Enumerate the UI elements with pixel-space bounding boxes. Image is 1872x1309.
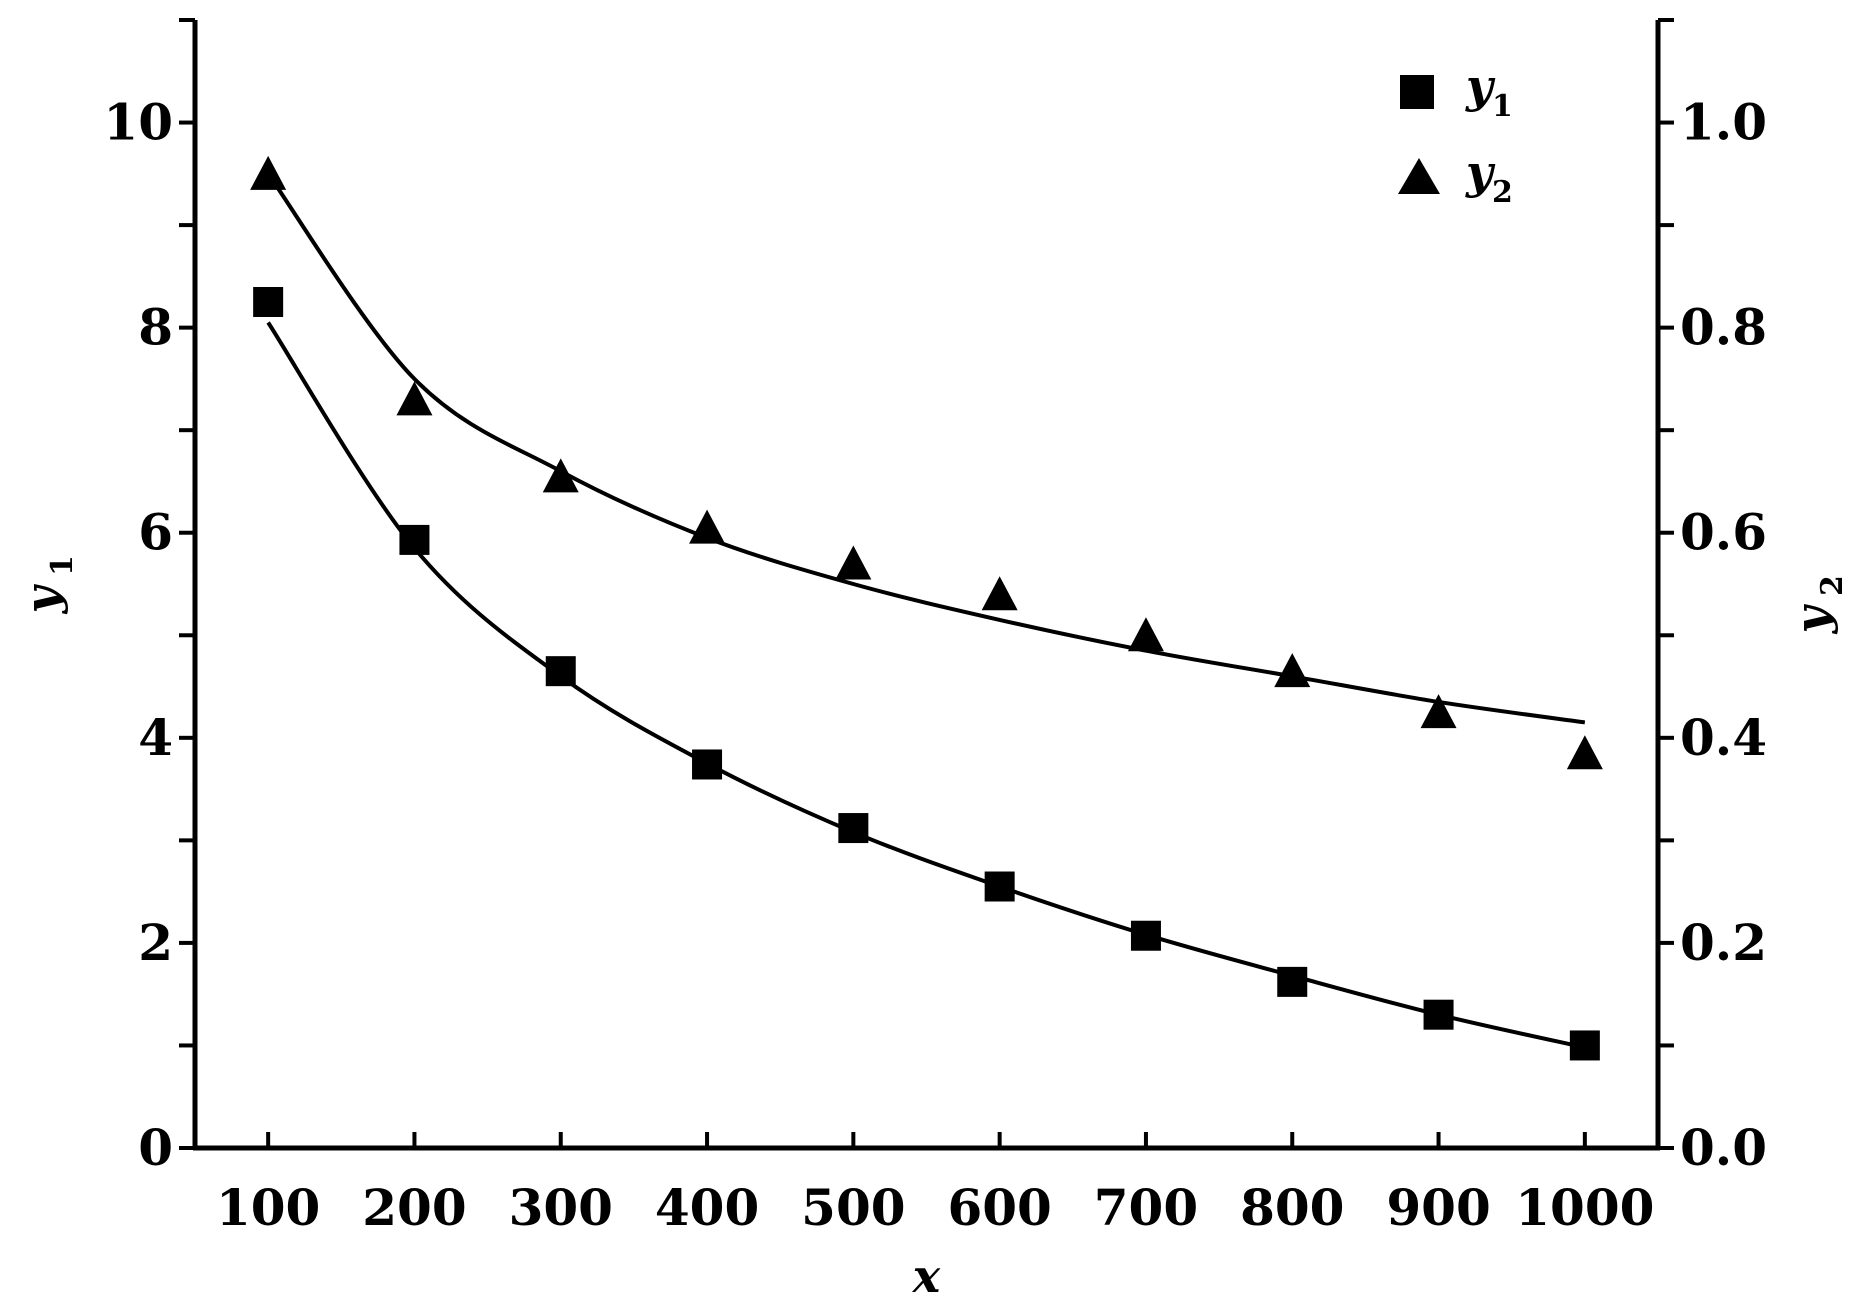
legend-label-y2: y [1465,145,1496,199]
y1-tick-label: 10 [103,93,173,152]
y2-point [396,381,433,416]
y2-axis-title-text: y [1785,603,1839,634]
ticks: 100 200 300 400 500 600 700 800 900 1000 0 2 4 6 8 10 0.… [103,18,1767,1237]
y2-tick-label: 0.2 [1680,913,1767,972]
y1-point [984,871,1015,902]
x-tick-label: 400 [655,1178,759,1237]
y1-point [399,524,430,555]
x-axis-title: x [912,1249,941,1303]
y1-point [545,656,576,687]
y2-point [835,545,872,580]
y1-axis-title: y1 [15,555,80,614]
x-tick-label: 700 [1094,1178,1198,1237]
x-tick-label: 500 [801,1178,905,1237]
y2-point [1566,735,1603,770]
x-tick-label: 1000 [1515,1178,1654,1237]
y2-axis-title: y2 [1785,575,1850,634]
axes-frame [192,20,1661,1151]
legend-label-y1: y [1465,59,1496,113]
y2-point [250,155,287,190]
data-markers [250,155,1603,1061]
y1-axis-title-text: y [15,583,69,614]
legend: y 1y 2 [1398,59,1513,210]
y2-tick-label: 0.8 [1680,298,1767,357]
y2-point [689,509,726,544]
legend-marker-y1 [1400,75,1434,109]
x-tick-label: 800 [1240,1178,1344,1237]
legend-marker-y2 [1398,158,1440,194]
y2-axis-title-sub: 2 [1815,575,1850,596]
y2-point [1274,653,1311,688]
y1-tick-label: 6 [138,503,173,562]
y1-point [838,813,869,844]
y2-tick-label: 0.0 [1680,1118,1767,1177]
x-tick-label: 300 [509,1178,613,1237]
y1-tick-label: 2 [138,913,173,972]
x-tick-label: 200 [362,1178,466,1237]
y1-point [692,749,723,780]
y1-fit-curve [266,321,1586,1050]
fit-curves [266,172,1586,1050]
y1-tick-label: 0 [138,1118,173,1177]
y2-tick-label: 0.6 [1680,503,1767,562]
y1-point [253,287,284,317]
legend-label-sub-y1: 1 [1492,89,1513,124]
y2-fit-curve [266,172,1586,725]
y1-point [1277,966,1308,997]
y2-point [1420,694,1457,729]
x-tick-label: 900 [1386,1178,1490,1237]
x-tick-label: 600 [947,1178,1051,1237]
legend-label-sub-y2: 2 [1492,175,1513,210]
y2-tick-label: 1.0 [1680,93,1767,152]
y1-point [1130,920,1161,951]
y2-tick-label: 0.4 [1680,708,1767,767]
y1-point [1423,999,1454,1030]
x-tick-label: 100 [216,1178,320,1237]
y1-axis-title-sub: 1 [45,555,80,576]
y1-tick-label: 4 [138,708,173,767]
y2-point [542,458,579,493]
y2-point [1127,617,1164,652]
y2-point [981,576,1018,611]
y1-tick-label: 8 [138,298,173,357]
y1-point [1569,1030,1600,1061]
